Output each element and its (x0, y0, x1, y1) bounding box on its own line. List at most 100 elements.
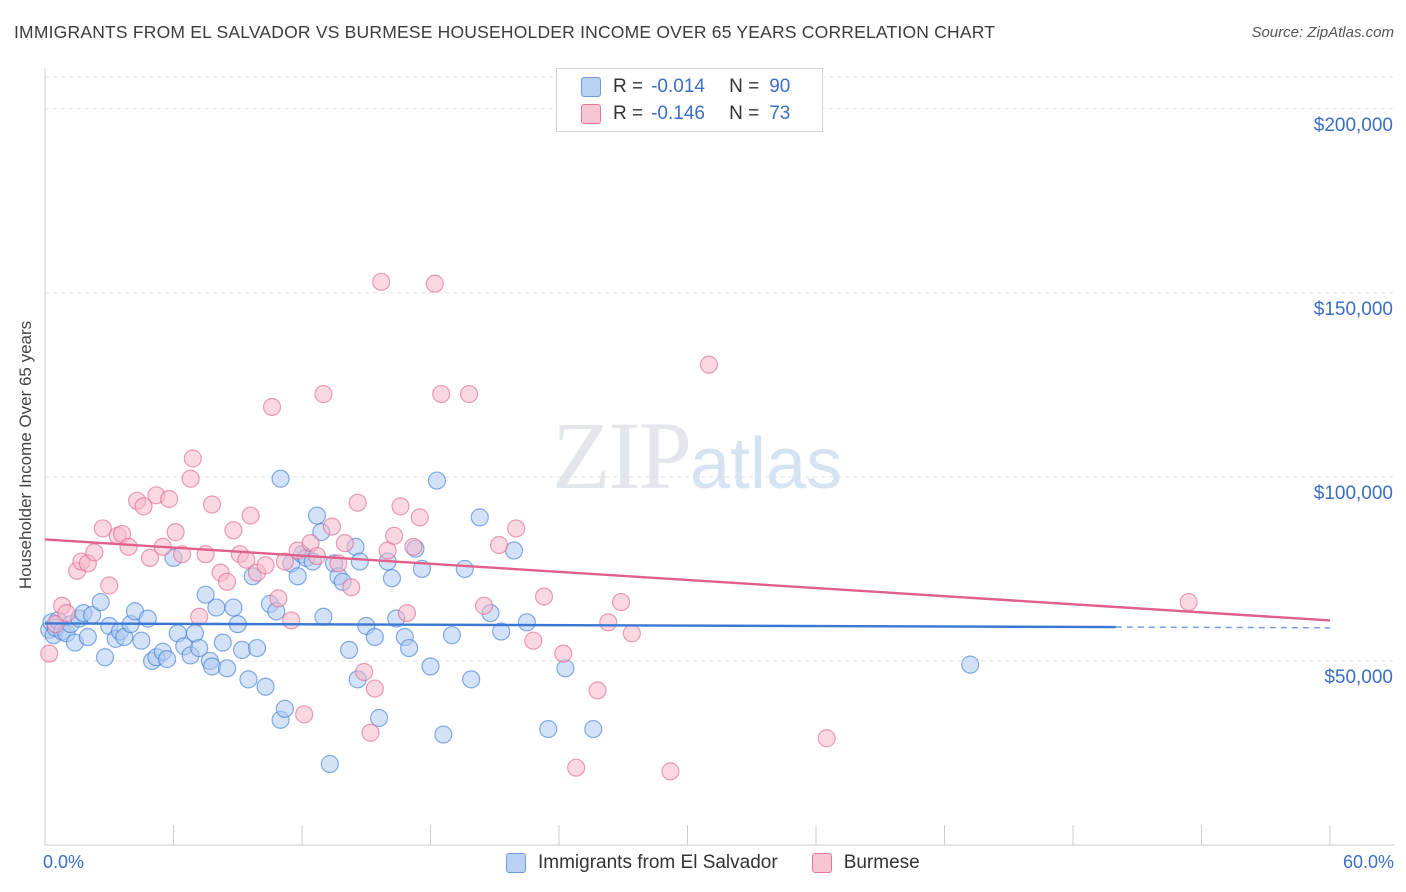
burmese-point (119, 537, 138, 556)
burmese-point (459, 384, 479, 404)
el-salvador-point (307, 506, 327, 525)
burmese-point (489, 535, 509, 555)
el-salvador-point (196, 585, 215, 604)
y-tick-label: $100,000 (1314, 483, 1393, 504)
el-salvador-trend-line-extension (1115, 626, 1331, 629)
burmese-point (160, 489, 179, 509)
burmese-point (190, 607, 209, 626)
series-swatch-burmese (811, 853, 832, 873)
burmese-point (410, 508, 429, 527)
y-tick-label: $200,000 (1314, 115, 1393, 136)
burmese-point (534, 587, 554, 606)
burmese-point (361, 723, 380, 742)
burmese-point (172, 545, 192, 564)
el-salvador-point (239, 670, 258, 689)
x-tick-label-min: 0.0% (43, 852, 85, 872)
watermark-atlas: atlas (690, 424, 843, 504)
burmese-point (282, 611, 301, 630)
burmese-point (314, 384, 333, 404)
legend-n-label: N = (729, 76, 760, 97)
burmese-point (256, 556, 275, 575)
burmese-point (224, 521, 243, 540)
series-name-burmese: Burmese (843, 852, 920, 873)
burmese-point (507, 519, 526, 538)
el-salvador-point (427, 471, 447, 490)
el-salvador-point (455, 559, 474, 579)
el-salvador-point (350, 552, 369, 571)
el-salvador-point (132, 631, 151, 650)
burmese-point (524, 631, 543, 650)
legend-n-value: 73 (769, 103, 791, 124)
burmese-point (140, 548, 160, 567)
burmese-point (432, 384, 451, 404)
el-salvador-point (462, 670, 481, 689)
legend-row-el-salvador: R = -0.014 N = 90 (581, 74, 790, 100)
burmese-point (93, 519, 112, 538)
burmese-point (404, 537, 423, 556)
el-salvador-point (288, 567, 307, 586)
el-salvador-point (470, 508, 489, 527)
watermark: ZIPatlas (552, 400, 842, 511)
el-salvador-point (202, 657, 222, 676)
legend-r-value: -0.146 (651, 103, 705, 124)
burmese-point (612, 592, 631, 612)
el-salvador-point (584, 719, 603, 739)
el-salvador-point (320, 754, 339, 774)
series-legend-burmese[interactable]: Burmese (811, 852, 920, 874)
legend-row-burmese: R = -0.146 N = 73 (581, 101, 790, 127)
legend-r-label: R = (613, 76, 644, 97)
el-salvador-point (421, 657, 440, 676)
burmese-point (295, 705, 314, 724)
burmese-point (1179, 592, 1198, 612)
burmese-point (391, 497, 410, 516)
legend-r-label: R = (613, 103, 644, 124)
burmese-point (85, 543, 104, 562)
el-salvador-point (365, 627, 384, 647)
x-tick-label-max: 60.0% (1342, 852, 1394, 872)
burmese-point (342, 578, 361, 597)
burmese-point (567, 758, 586, 777)
el-salvador-point (157, 650, 177, 669)
el-salvador-point (442, 626, 462, 645)
burmese-point (100, 576, 119, 595)
el-salvador-point (78, 627, 97, 647)
burmese-point (699, 355, 719, 374)
legend-n-value: 90 (769, 76, 791, 97)
burmese-point (588, 681, 607, 700)
burmese-point (355, 662, 374, 682)
stats-legend: R = -0.014 N = 90 R = -0.146 N = 73 (556, 68, 823, 132)
burmese-point (622, 624, 641, 643)
burmese-point (181, 469, 200, 488)
burmese-point (275, 552, 294, 571)
burmese-point (183, 449, 202, 468)
burmese-point (335, 534, 354, 553)
y-tick-label: $150,000 (1314, 299, 1393, 320)
series-legend-el-salvador[interactable]: Immigrants from El Salvador (506, 852, 778, 874)
burmese-point (397, 603, 417, 623)
y-axis-label: Householder Income Over 65 years (16, 320, 35, 590)
burmese-point (217, 572, 237, 591)
el-salvador-point (224, 598, 243, 617)
burmese-point (348, 493, 367, 512)
el-salvador-point (217, 659, 237, 678)
el-salvador-point (314, 607, 333, 626)
el-salvador-point (399, 638, 419, 658)
burmese-point (40, 644, 59, 663)
series-swatch-el-salvador (506, 853, 526, 873)
legend-r-value: -0.014 (651, 76, 705, 97)
burmese-point (372, 272, 391, 291)
burmese-trend-line (44, 538, 1331, 622)
el-salvador-point (370, 708, 389, 728)
legend-swatch-el-salvador (581, 77, 601, 97)
burmese-point (57, 603, 76, 623)
el-salvador-point (247, 638, 267, 658)
el-salvador-point (492, 622, 511, 641)
el-salvador-point (275, 699, 294, 718)
el-salvador-point (232, 640, 252, 660)
el-salvador-point (207, 598, 226, 617)
el-salvador-point (517, 613, 536, 632)
burmese-point (166, 523, 185, 542)
el-salvador-point (95, 648, 115, 667)
burmese-point (474, 596, 494, 615)
